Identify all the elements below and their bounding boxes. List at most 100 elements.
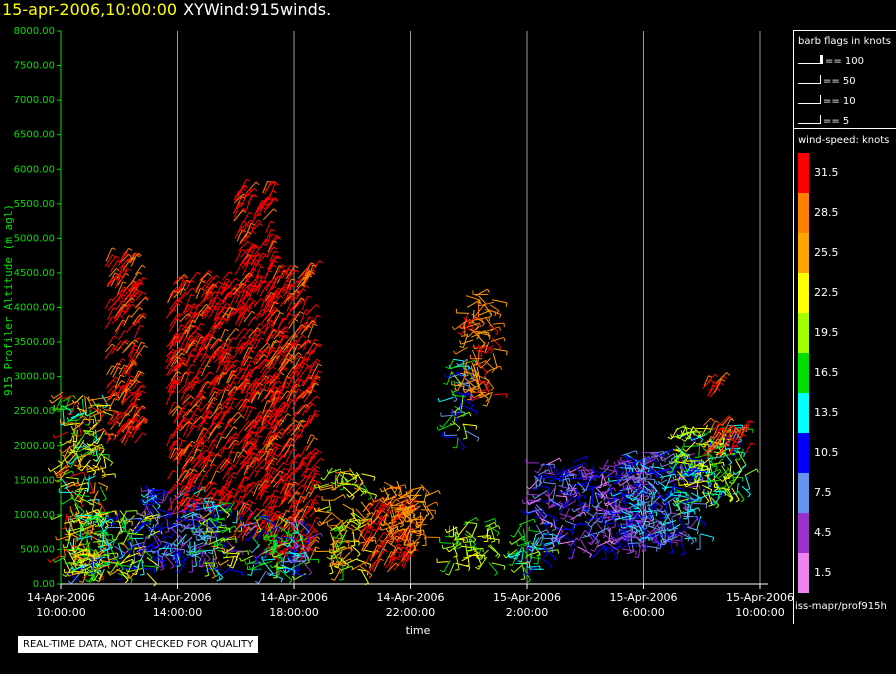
wind-barb-flag bbox=[476, 437, 480, 442]
wind-barb-flag bbox=[298, 364, 303, 369]
wind-barb bbox=[476, 334, 486, 345]
wind-barb-flag bbox=[190, 530, 195, 534]
wind-barb-flag bbox=[272, 366, 276, 370]
wind-barb-flag bbox=[206, 456, 211, 460]
wind-barb bbox=[75, 553, 91, 556]
wind-barb-flag bbox=[195, 528, 198, 533]
wind-barb-flag bbox=[301, 298, 306, 303]
wind-barb-flag bbox=[280, 558, 283, 563]
wind-barb-flag bbox=[212, 336, 217, 340]
wind-barb bbox=[215, 458, 226, 471]
wind-barb-flag bbox=[133, 361, 138, 365]
wind-barb bbox=[61, 439, 73, 446]
wind-barb-flag bbox=[127, 268, 132, 271]
wind-barb-flag bbox=[199, 352, 204, 356]
wind-barb bbox=[166, 518, 170, 532]
wind-barb bbox=[331, 512, 344, 524]
wind-barb-flag bbox=[150, 500, 155, 503]
wind-barb-flag bbox=[372, 528, 377, 531]
wind-barb bbox=[190, 499, 198, 514]
wind-barb bbox=[208, 563, 216, 577]
wind-barb bbox=[542, 558, 552, 566]
wind-barb bbox=[239, 231, 249, 244]
wind-barb-flag bbox=[81, 524, 86, 527]
wind-barb bbox=[383, 551, 392, 566]
wind-barb bbox=[105, 247, 113, 262]
wind-barb-flag bbox=[153, 583, 157, 587]
wind-barb-flag bbox=[92, 454, 97, 457]
wind-barb bbox=[123, 391, 134, 404]
wind-barb bbox=[254, 426, 260, 437]
wind-barb-flag bbox=[304, 575, 307, 580]
wind-barb bbox=[264, 229, 272, 244]
wind-barb-flag bbox=[253, 244, 258, 248]
wind-barb-flag bbox=[207, 558, 211, 562]
wind-barb bbox=[200, 272, 209, 281]
wind-barb-flag bbox=[129, 375, 135, 378]
wind-barb-flag bbox=[488, 314, 493, 318]
wind-barb bbox=[199, 270, 210, 281]
wind-barb-flag bbox=[242, 209, 247, 214]
wind-barb-flag bbox=[234, 499, 239, 503]
wind-barb bbox=[209, 374, 218, 384]
wind-barb-flag bbox=[187, 393, 192, 397]
wind-barb bbox=[51, 514, 63, 521]
wind-barb bbox=[202, 292, 211, 304]
wind-barb-flag bbox=[253, 440, 258, 444]
wind-barb-flag bbox=[266, 479, 271, 482]
wind-barb bbox=[152, 545, 167, 554]
wind-barb bbox=[463, 405, 478, 412]
wind-barb-flag bbox=[60, 527, 65, 530]
wind-barb-flag bbox=[209, 513, 214, 515]
wind-barb bbox=[174, 352, 182, 365]
wind-barb-flag bbox=[197, 448, 202, 452]
wind-barb bbox=[107, 411, 116, 425]
wind-barb bbox=[107, 307, 114, 321]
wind-barb bbox=[142, 514, 159, 519]
wind-barb-flag bbox=[200, 336, 205, 339]
wind-barb-flag bbox=[259, 323, 264, 326]
wind-barb-flag bbox=[178, 412, 183, 416]
wind-barb bbox=[118, 330, 125, 341]
wind-barb-flag bbox=[380, 499, 385, 503]
wind-barb-flag bbox=[256, 338, 261, 342]
wind-barb-flag bbox=[304, 363, 309, 366]
wind-barb-flag bbox=[131, 297, 135, 301]
wind-barb-flag bbox=[293, 296, 298, 300]
wind-barb bbox=[123, 402, 135, 415]
wind-barb bbox=[140, 511, 150, 522]
wind-barb-flag bbox=[244, 475, 249, 479]
wind-barb-flag bbox=[225, 553, 228, 558]
wind-barb bbox=[205, 283, 215, 295]
wind-barb-flag bbox=[220, 421, 225, 425]
wind-barb-flag bbox=[290, 487, 294, 492]
wind-barb bbox=[213, 547, 218, 559]
wind-barb bbox=[296, 363, 305, 378]
wind-barb bbox=[466, 300, 480, 308]
wind-barb bbox=[126, 252, 135, 263]
wind-barb bbox=[91, 508, 104, 519]
wind-barb bbox=[259, 238, 267, 248]
wind-barb bbox=[111, 340, 122, 355]
wind-barb-flag bbox=[111, 518, 114, 523]
wind-barb bbox=[250, 222, 260, 233]
wind-barb bbox=[161, 543, 171, 558]
wind-barb bbox=[99, 486, 107, 500]
wind-barb-flag bbox=[453, 399, 458, 403]
wind-barb bbox=[266, 198, 275, 209]
wind-barb-flag bbox=[253, 431, 258, 435]
wind-barb-flag bbox=[71, 566, 74, 571]
wind-barb bbox=[215, 526, 230, 529]
wind-barb bbox=[113, 556, 124, 570]
wind-barb bbox=[204, 285, 215, 300]
wind-barb-flag bbox=[441, 432, 444, 437]
wind-barb-flag bbox=[331, 557, 336, 560]
wind-barb-flag bbox=[80, 528, 85, 532]
wind-barb-flag bbox=[241, 523, 246, 527]
wind-barb-flag bbox=[254, 569, 259, 572]
wind-barb bbox=[456, 437, 459, 449]
wind-barb-flag bbox=[204, 381, 209, 385]
wind-barb-flag bbox=[131, 418, 135, 423]
wind-barb bbox=[111, 289, 123, 302]
wind-barb-flag bbox=[281, 549, 286, 554]
